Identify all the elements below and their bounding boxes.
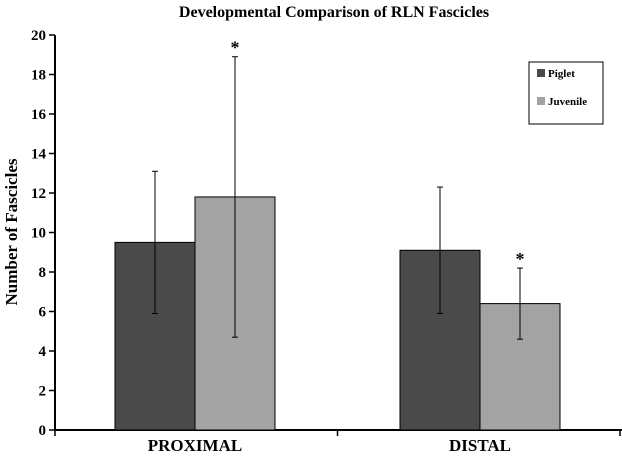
legend-label-juvenile: Juvenile: [548, 96, 587, 108]
y-axis-label: Number of Fascicles: [2, 158, 21, 305]
legend-swatch-piglet: [537, 69, 545, 77]
y-tick-label: 14: [31, 147, 47, 163]
y-tick-label: 8: [39, 265, 47, 281]
y-tick-label: 10: [31, 226, 46, 242]
y-tick-label: 18: [31, 68, 46, 84]
significance-marker: *: [516, 249, 525, 269]
y-tick-label: 12: [31, 186, 46, 202]
x-tick-label: PROXIMAL: [148, 436, 242, 455]
y-tick-label: 2: [39, 384, 47, 400]
significance-marker: *: [231, 38, 240, 58]
chart-title: Developmental Comparison of RLN Fascicle…: [179, 4, 489, 21]
y-tick-label: 4: [39, 344, 47, 360]
y-tick-label: 20: [31, 28, 46, 44]
legend-swatch-juvenile: [537, 97, 545, 105]
y-tick-label: 6: [39, 305, 47, 321]
y-tick-label: 0: [39, 423, 47, 439]
y-tick-label: 16: [31, 107, 47, 123]
plot-area: 0 2 4 6 8 10 12 14 16 18 20 PROXIMAL DISTAL * * Piglet J…: [31, 28, 622, 455]
x-tick-label: DISTAL: [449, 436, 511, 455]
legend-label-piglet: Piglet: [548, 68, 575, 80]
